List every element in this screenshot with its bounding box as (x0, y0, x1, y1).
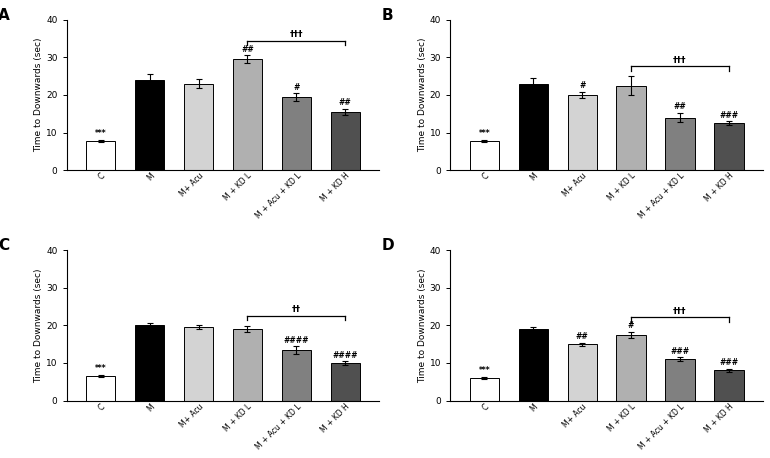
Bar (617, 86, 646, 170)
Text: ##: ## (576, 332, 588, 341)
Text: ††: †† (292, 305, 301, 315)
Text: ##: ## (674, 103, 686, 111)
Text: #: # (579, 82, 585, 90)
Y-axis label: Time to Downwards (sec): Time to Downwards (sec) (418, 268, 427, 382)
Text: B: B (381, 8, 393, 23)
Bar (282, 350, 311, 401)
Text: #: # (293, 82, 300, 92)
Bar (567, 344, 597, 401)
Bar (519, 329, 548, 401)
Bar (86, 141, 115, 170)
Bar (282, 97, 311, 170)
Bar (233, 59, 262, 170)
Bar (470, 141, 499, 170)
Text: †††: ††† (673, 306, 687, 316)
Bar (86, 376, 115, 401)
Bar (665, 118, 695, 170)
Bar (665, 359, 695, 401)
Bar (519, 84, 548, 170)
Text: ***: *** (479, 366, 490, 376)
Bar (184, 327, 213, 401)
Bar (470, 378, 499, 401)
Text: †††: ††† (673, 55, 687, 65)
Bar (135, 325, 164, 401)
Text: ##: ## (339, 98, 352, 107)
Text: ###: ### (719, 359, 738, 367)
Text: ***: *** (479, 129, 490, 138)
Y-axis label: Time to Downwards (sec): Time to Downwards (sec) (35, 38, 43, 152)
Bar (233, 329, 262, 401)
Text: ***: *** (95, 129, 107, 138)
Bar (715, 123, 744, 170)
Bar (184, 84, 213, 170)
Text: ###: ### (671, 347, 689, 356)
Bar (617, 335, 646, 401)
Text: ####: #### (283, 336, 309, 344)
Text: ####: #### (333, 350, 358, 360)
Text: †††: ††† (290, 30, 303, 39)
Bar (567, 95, 597, 170)
Bar (135, 80, 164, 170)
Text: #: # (628, 321, 634, 330)
Text: ###: ### (719, 111, 738, 120)
Y-axis label: Time to Downwards (sec): Time to Downwards (sec) (418, 38, 427, 152)
Text: D: D (381, 238, 394, 253)
Text: C: C (0, 238, 9, 253)
Y-axis label: Time to Downwards (sec): Time to Downwards (sec) (35, 268, 43, 382)
Bar (330, 112, 360, 170)
Text: A: A (0, 8, 9, 23)
Text: ##: ## (241, 45, 254, 54)
Bar (715, 371, 744, 401)
Bar (330, 363, 360, 401)
Text: ***: *** (95, 365, 107, 373)
